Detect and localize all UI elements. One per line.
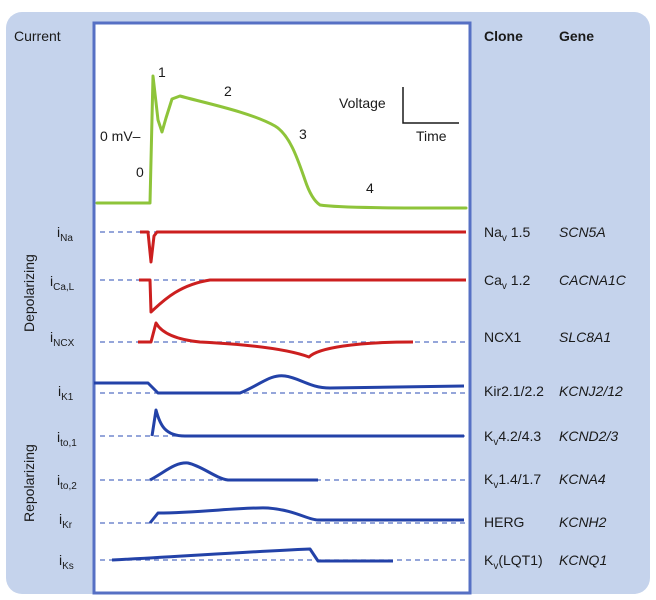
clone-ical: Cav 1.2 [484, 272, 530, 292]
trace-ikr [148, 506, 464, 524]
header-gene: Gene [559, 28, 594, 44]
clone-column: Nav 1.5 Cav 1.2 NCX1 Kir2.1/2.2 Kv4.2/4.… [484, 224, 544, 572]
clone-iks: Kv(LQT1) [484, 552, 543, 572]
scale-voltage-label: Voltage [339, 95, 386, 111]
clone-ik1: Kir2.1/2.2 [484, 383, 544, 399]
clone-ina: Nav 1.5 [484, 224, 530, 244]
gene-ito1: KCND2/3 [559, 428, 618, 444]
trace-ina [140, 230, 466, 264]
scale-bar [402, 87, 459, 124]
current-label-ikr: iKr [59, 511, 73, 531]
gene-ical: CACNA1C [559, 272, 627, 288]
clone-ito1: Kv4.2/4.3 [484, 428, 541, 448]
trace-ito1 [150, 408, 464, 438]
current-label-incx: iNCX [50, 329, 75, 349]
current-label-ik1: iK1 [58, 383, 74, 403]
phase-label-2: 2 [224, 83, 232, 99]
gene-incx: SLC8A1 [559, 329, 611, 345]
zero-mv-label: 0 mV– [100, 128, 141, 144]
group-label-depolarizing: Depolarizing [21, 254, 37, 332]
gene-ina: SCN5A [559, 224, 606, 240]
current-label-iks: iKs [59, 552, 74, 572]
trace-incx [138, 321, 414, 359]
trace-ik1 [94, 374, 465, 395]
trace-ito2 [149, 461, 318, 482]
phase-label-3: 3 [299, 126, 307, 142]
header-current: Current [14, 28, 61, 44]
gene-column: SCN5A CACNA1C SLC8A1 KCNJ2/12 KCND2/3 KC… [559, 224, 627, 568]
clone-ikr: HERG [484, 514, 524, 530]
current-labels: iNa iCa,L iNCX iK1 ito,1 ito,2 iKr iKs [50, 224, 77, 572]
gene-ik1: KCNJ2/12 [559, 383, 623, 399]
trace-iks [111, 547, 393, 563]
current-label-ina: iNa [57, 224, 73, 244]
gene-ikr: KCNH2 [559, 514, 607, 530]
clone-incx: NCX1 [484, 329, 522, 345]
phase-label-4: 4 [366, 180, 374, 196]
group-label-repolarizing: Repolarizing [21, 444, 37, 522]
phase-label-0: 0 [136, 164, 144, 180]
current-label-ito2: ito,2 [57, 472, 77, 492]
clone-ito2: Kv1.4/1.7 [484, 471, 541, 491]
gene-iks: KCNQ1 [559, 552, 607, 568]
trace-ical [139, 278, 466, 314]
action-potential-trace [95, 74, 468, 210]
gene-ito2: KCNA4 [559, 471, 606, 487]
current-label-ito1: ito,1 [57, 429, 77, 449]
current-label-ical: iCa,L [50, 273, 75, 293]
scale-time-label: Time [416, 128, 447, 144]
header-clone: Clone [484, 28, 523, 44]
phase-label-1: 1 [158, 64, 166, 80]
